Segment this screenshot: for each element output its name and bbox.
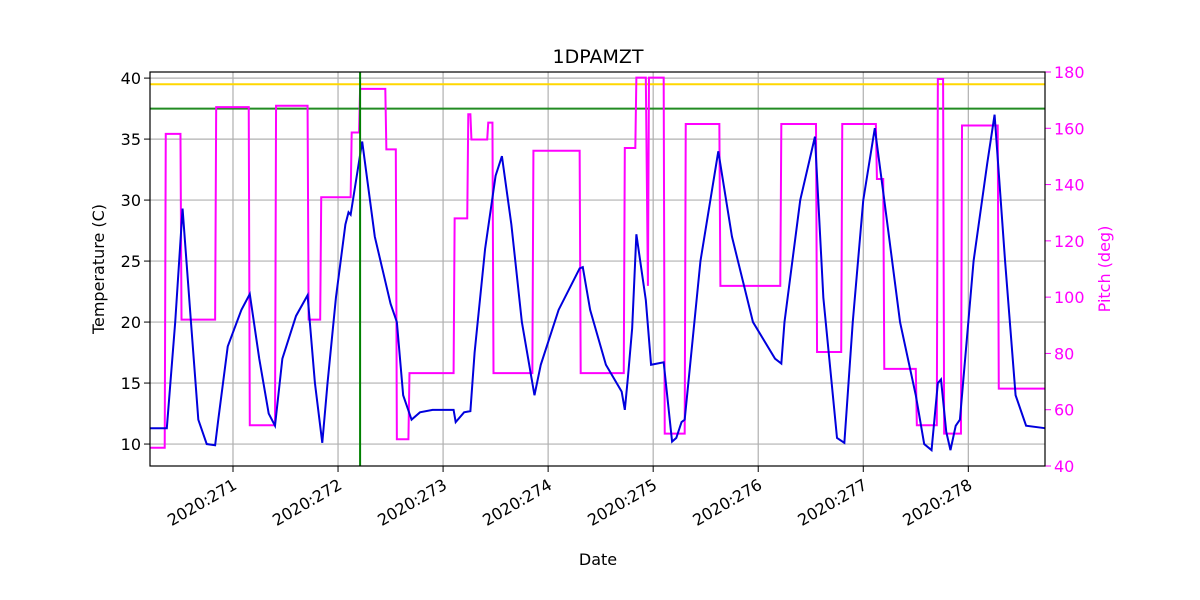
x-tick-label: 2020:274 bbox=[479, 475, 555, 530]
x-tick-label: 2020:277 bbox=[794, 475, 870, 530]
y2-axis-label: Pitch (deg) bbox=[1095, 226, 1114, 313]
series-line bbox=[150, 76, 1045, 449]
x-tick-label: 2020:278 bbox=[899, 475, 975, 530]
plot-frame bbox=[149, 71, 1046, 467]
y2-tick-label: 180 bbox=[1054, 63, 1085, 82]
y2-tick-label: 60 bbox=[1054, 401, 1074, 420]
y-tick-label: 15 bbox=[121, 374, 141, 393]
y-tick-label: 40 bbox=[121, 69, 141, 88]
x-tick-label: 2020:276 bbox=[689, 475, 765, 530]
chart-title: 1DPAMZT bbox=[553, 46, 644, 68]
x-tick-label: 2020:273 bbox=[374, 475, 450, 530]
y-tick-label: 20 bbox=[121, 313, 141, 332]
y-tick-label: 10 bbox=[121, 435, 141, 454]
y2-tick-label: 140 bbox=[1054, 176, 1085, 195]
x-tick-label: 2020:275 bbox=[584, 475, 660, 530]
y2-tick-label: 80 bbox=[1054, 344, 1074, 363]
y2-tick-label: 40 bbox=[1054, 457, 1074, 476]
x-tick-label: 2020:271 bbox=[164, 475, 240, 530]
x-axis-label: Date bbox=[579, 550, 617, 569]
x-tick-label: 2020:272 bbox=[269, 475, 345, 530]
series-line bbox=[150, 114, 1046, 453]
y2-tick-label: 120 bbox=[1054, 232, 1085, 251]
y-tick-label: 25 bbox=[121, 252, 141, 271]
y-axis-label: Temperature (C) bbox=[89, 204, 108, 335]
y-tick-label: 30 bbox=[121, 191, 141, 210]
y2-tick-label: 100 bbox=[1054, 288, 1085, 307]
y2-tick-label: 160 bbox=[1054, 119, 1085, 138]
y-tick-label: 35 bbox=[121, 130, 141, 149]
